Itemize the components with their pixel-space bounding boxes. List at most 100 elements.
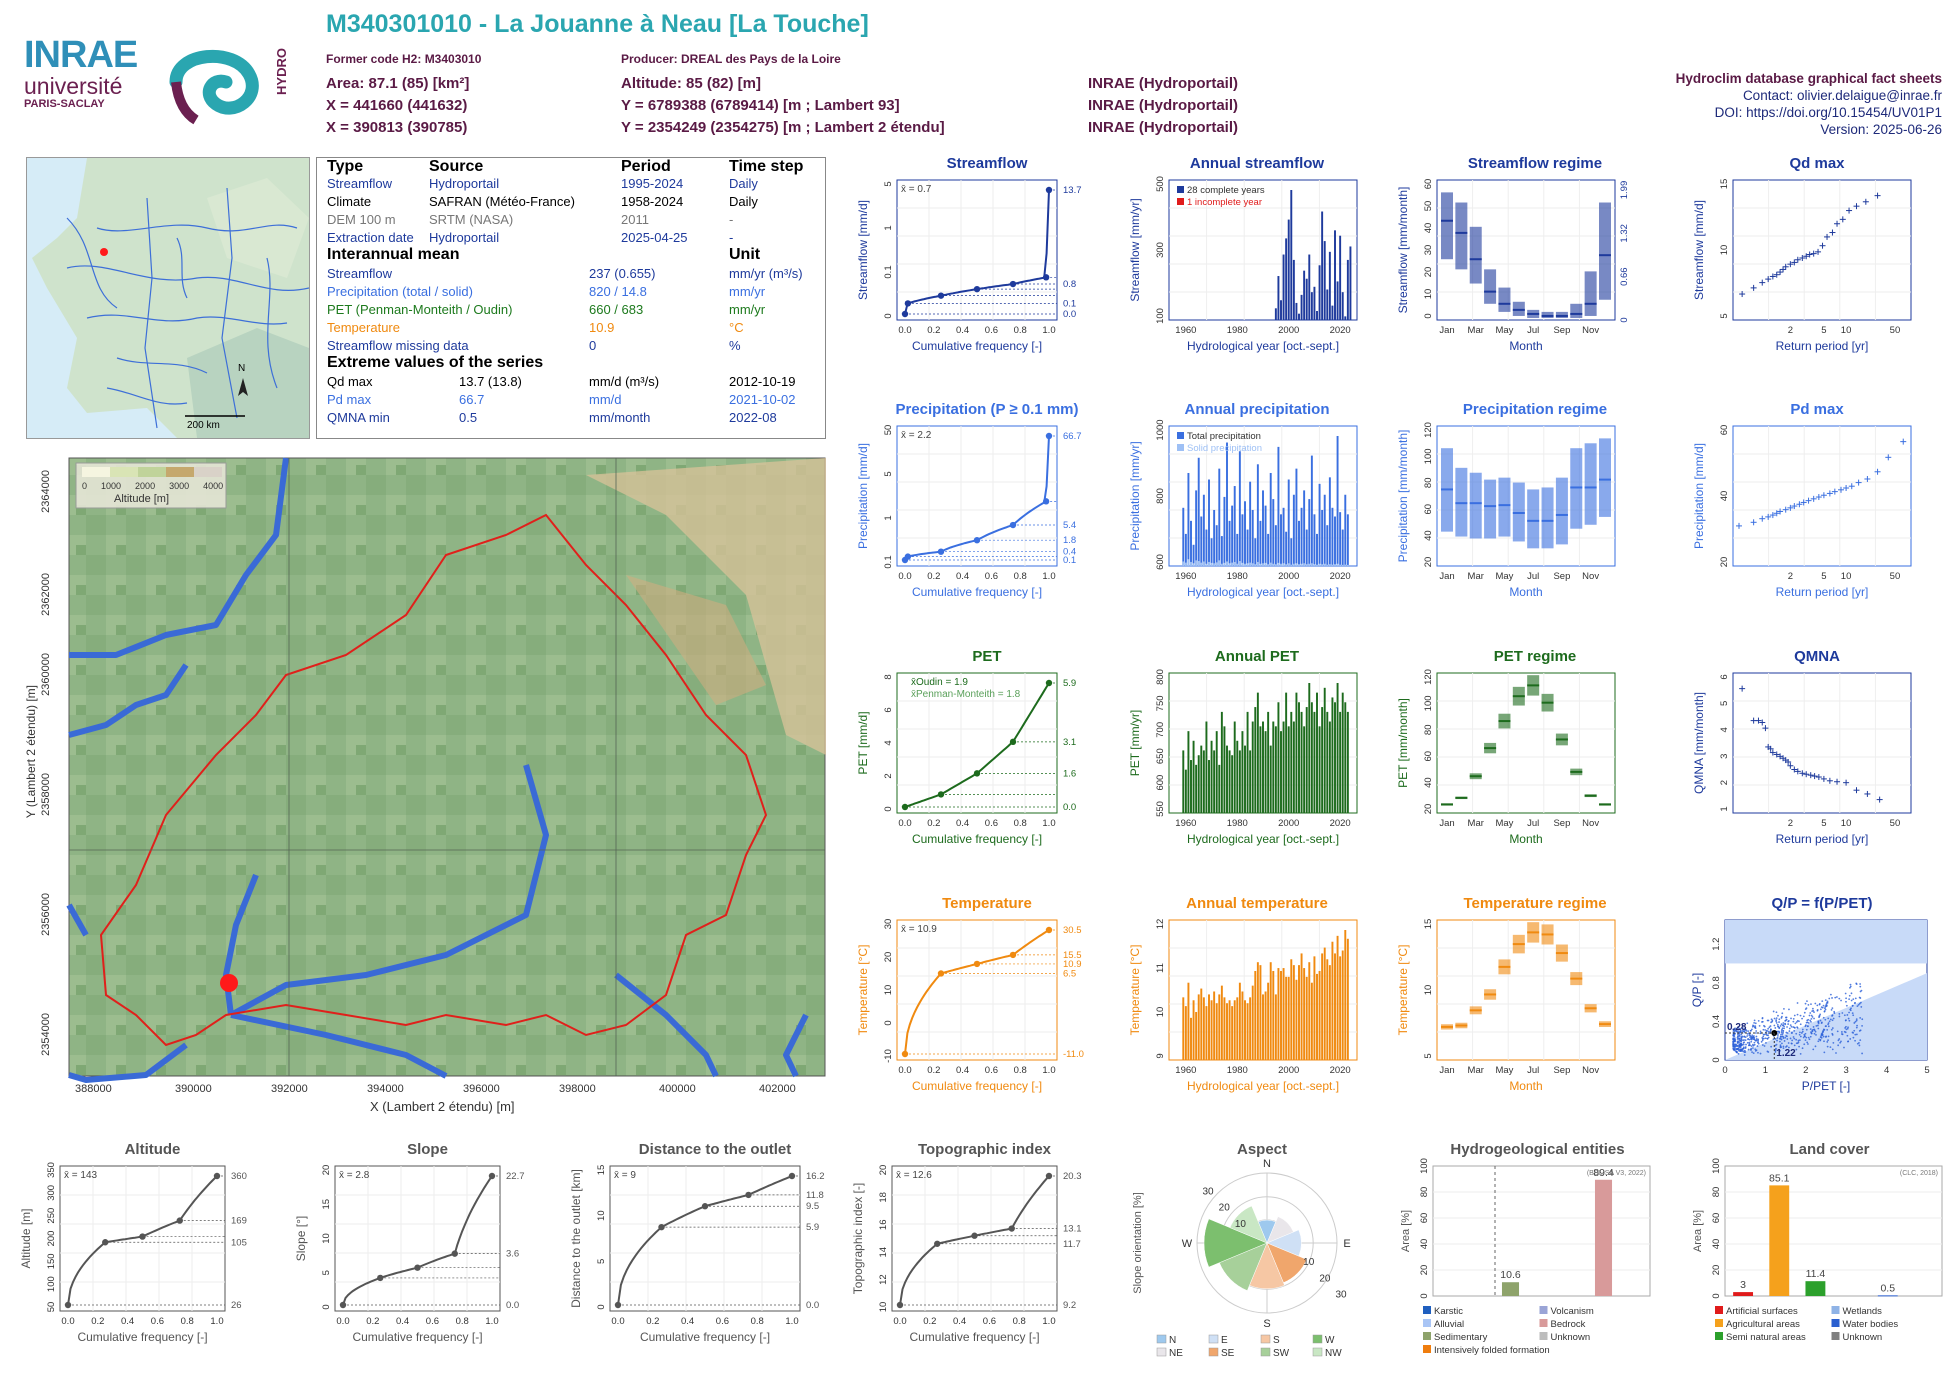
qp-point — [1820, 1033, 1823, 1035]
x-tick-label: 10 — [1841, 571, 1852, 582]
x-tick-label: 1960 — [1175, 1065, 1196, 1076]
qp-point — [1732, 1037, 1735, 1040]
y-tick-label: 0 — [883, 1020, 894, 1025]
qp-point — [1824, 1025, 1827, 1028]
solid-precip-bar — [1341, 564, 1344, 566]
ex-qmna-label: QMNA min — [327, 410, 390, 425]
interannual-title: Interannual mean — [327, 246, 460, 263]
annual-bar — [1310, 455, 1313, 566]
y-tick-label: 20 — [1711, 1265, 1722, 1276]
annual-bar — [1326, 289, 1329, 320]
right-tick-label: 20.3 — [1063, 1171, 1082, 1182]
solid-precip-bar — [1213, 563, 1216, 566]
rp-point — [1803, 253, 1810, 260]
qp-point — [1797, 1041, 1800, 1044]
qp-point — [1750, 1029, 1752, 1032]
qp-point — [1849, 983, 1852, 986]
annual-bar — [1213, 509, 1216, 566]
compass-label: E — [1343, 1238, 1350, 1250]
qp-point — [1801, 1030, 1804, 1033]
annual-bar — [1339, 512, 1342, 566]
legend-label: NE — [1169, 1348, 1183, 1359]
qp-point — [1784, 1036, 1787, 1039]
qp-point — [1809, 1028, 1812, 1031]
solid-precip-bar — [1187, 559, 1190, 566]
hydro-logo: HYDRO — [164, 42, 294, 126]
qp-point — [1774, 1037, 1777, 1040]
qp-point — [1775, 1017, 1778, 1020]
mean-label: x̄ = 143 — [64, 1170, 98, 1181]
right-tick-label: 0.66 — [1619, 267, 1630, 286]
qp-point — [1849, 1038, 1852, 1040]
chart-title: Temperature regime — [1463, 895, 1606, 912]
annual-bar — [1331, 941, 1334, 1060]
right-tick-label: 0.1 — [1063, 298, 1076, 309]
y-tick-label: 550 — [1155, 801, 1166, 817]
solid-precip-bar — [1190, 561, 1192, 566]
annual-bar — [1184, 1006, 1187, 1060]
annual-bar — [1287, 976, 1290, 1060]
x-tick-label: Nov — [1582, 1065, 1599, 1076]
rp-point — [1765, 276, 1772, 283]
solid-precip-bar — [1269, 562, 1272, 566]
solid-precip-bar — [1226, 561, 1228, 566]
qp-point — [1850, 1007, 1852, 1010]
qp-point — [1770, 1045, 1773, 1048]
qp-point — [1753, 1041, 1756, 1044]
ring-label: 20 — [1219, 1203, 1231, 1214]
rp-point — [1791, 259, 1798, 266]
qp-point — [1780, 1017, 1783, 1019]
annual-bar — [1308, 499, 1311, 566]
annual-bar — [1277, 702, 1280, 813]
legend-swatch — [1260, 1334, 1271, 1344]
y-tick-label: 50 — [46, 1302, 57, 1313]
qp-point — [1743, 1054, 1746, 1056]
col-type: Type — [327, 158, 364, 175]
annual-bar — [1249, 481, 1252, 566]
ia-precip-label: Precipitation (total / solid) — [327, 284, 473, 299]
compass-label: N — [1263, 1158, 1271, 1170]
annual-bar — [1287, 479, 1290, 566]
annual-bar — [1197, 755, 1200, 813]
annual-bar — [1328, 251, 1331, 320]
qp-point — [1809, 1019, 1812, 1022]
x-tick-label: 5 — [1924, 1065, 1929, 1076]
annual-bar — [1251, 509, 1254, 566]
right-tick-label: 0.0 — [506, 1300, 519, 1311]
former-code: Former code H2: M3403010 — [326, 52, 482, 66]
qp-point — [1782, 1022, 1785, 1024]
annual-bar — [1249, 997, 1252, 1060]
qp-point — [1852, 1036, 1855, 1039]
qp-point — [1763, 1024, 1765, 1027]
right-tick-label: 9.2 — [1063, 1300, 1076, 1311]
qp-point — [1776, 1023, 1779, 1026]
regime-box — [1584, 271, 1597, 316]
annual-bar — [1336, 683, 1339, 813]
solid-precip-bar — [1192, 563, 1195, 566]
y-tick-label: 0 — [1711, 1057, 1722, 1062]
qp-point — [1831, 1032, 1834, 1035]
rp-point — [1791, 503, 1798, 510]
y-tick-label: 0 — [1419, 1293, 1430, 1298]
annual-bar — [1246, 711, 1249, 813]
y-tick-label: 60 — [1419, 1213, 1430, 1224]
right-tick-label: 11.8 — [806, 1190, 824, 1201]
qp-point — [1744, 1051, 1747, 1053]
qp-point — [1851, 1031, 1854, 1034]
qp-point — [1739, 1049, 1742, 1052]
qp-point — [1781, 1033, 1784, 1036]
hydrogeology-chart: Hydrogeological entities (BDLISA V3, 2022… — [1395, 1138, 1660, 1386]
annual-bar — [1321, 953, 1324, 1060]
x-tick-label: 1960 — [1175, 325, 1196, 336]
x-tick-label: 1.0 — [485, 1316, 498, 1327]
qp-point — [1796, 1013, 1799, 1016]
qp-point — [1732, 1041, 1735, 1043]
qp-point — [1757, 1039, 1759, 1042]
chart-title: Precipitation (P ≥ 0.1 mm) — [895, 401, 1078, 418]
annual-bar — [1310, 292, 1313, 320]
qp-point — [1798, 1039, 1801, 1041]
topo-index-chart: Topographic index Cumulative frequency [-… — [851, 1138, 1097, 1358]
y-tick-label: 20 — [1423, 267, 1434, 278]
rp-point — [1874, 468, 1881, 475]
x-tick-label: 50 — [1890, 325, 1901, 336]
